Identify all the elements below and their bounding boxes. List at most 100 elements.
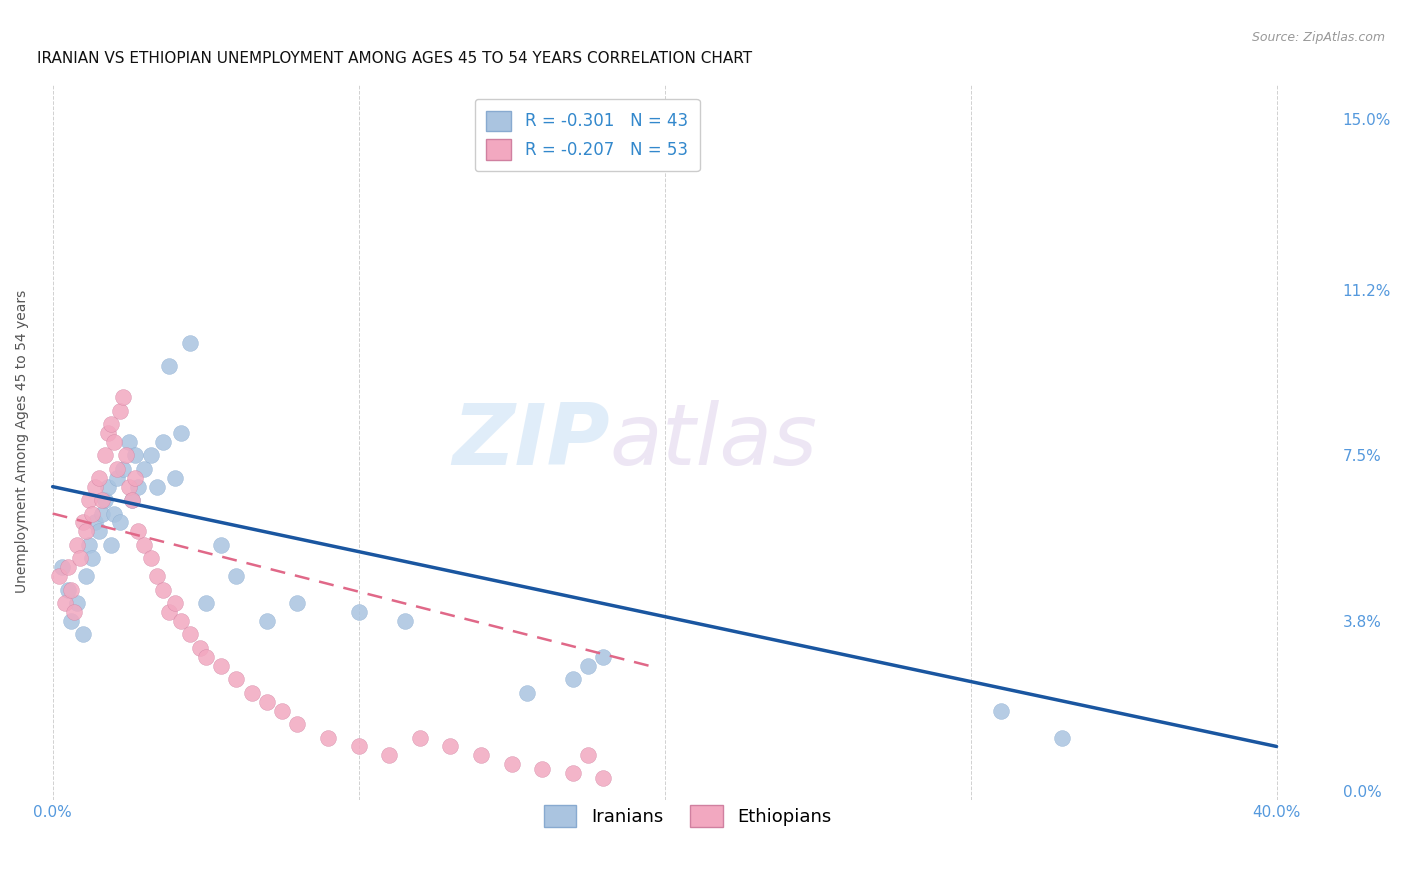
Point xyxy=(157,359,180,373)
Point xyxy=(170,425,193,440)
Point xyxy=(271,704,294,718)
Point xyxy=(256,614,278,628)
Point xyxy=(179,627,201,641)
Point xyxy=(118,434,141,449)
Point xyxy=(63,605,86,619)
Point xyxy=(66,538,89,552)
Point xyxy=(118,480,141,494)
Point xyxy=(439,739,461,754)
Point xyxy=(59,614,82,628)
Point xyxy=(287,596,309,610)
Point xyxy=(209,658,232,673)
Point xyxy=(592,771,614,785)
Point xyxy=(84,516,107,530)
Point xyxy=(56,560,79,574)
Point xyxy=(990,704,1012,718)
Text: atlas: atlas xyxy=(610,401,817,483)
Point xyxy=(170,614,193,628)
Point xyxy=(163,471,186,485)
Point xyxy=(1052,731,1074,745)
Point xyxy=(108,516,131,530)
Point xyxy=(378,748,401,763)
Point xyxy=(145,569,167,583)
Legend: Iranians, Ethiopians: Iranians, Ethiopians xyxy=(537,797,838,834)
Point xyxy=(163,596,186,610)
Point xyxy=(100,417,122,431)
Point xyxy=(56,582,79,597)
Point xyxy=(103,434,125,449)
Point xyxy=(51,560,73,574)
Point xyxy=(72,516,94,530)
Point xyxy=(79,538,101,552)
Point xyxy=(93,493,115,508)
Point xyxy=(115,448,138,462)
Point xyxy=(97,425,120,440)
Point xyxy=(592,649,614,664)
Point xyxy=(53,596,76,610)
Point xyxy=(531,762,554,776)
Point xyxy=(225,673,247,687)
Point xyxy=(111,461,134,475)
Point xyxy=(347,739,370,754)
Point xyxy=(124,448,146,462)
Point xyxy=(576,658,599,673)
Text: Source: ZipAtlas.com: Source: ZipAtlas.com xyxy=(1251,31,1385,45)
Point xyxy=(561,766,583,780)
Point xyxy=(516,686,538,700)
Point xyxy=(561,673,583,687)
Text: ZIP: ZIP xyxy=(451,401,610,483)
Point xyxy=(75,569,97,583)
Point xyxy=(90,507,112,521)
Point xyxy=(93,448,115,462)
Point xyxy=(209,538,232,552)
Point xyxy=(287,717,309,731)
Point xyxy=(188,640,211,655)
Point xyxy=(470,748,492,763)
Point xyxy=(501,757,523,772)
Point xyxy=(82,507,104,521)
Point xyxy=(79,493,101,508)
Point xyxy=(82,551,104,566)
Point xyxy=(127,524,149,539)
Y-axis label: Unemployment Among Ages 45 to 54 years: Unemployment Among Ages 45 to 54 years xyxy=(15,290,30,593)
Point xyxy=(139,448,162,462)
Point xyxy=(179,336,201,351)
Point xyxy=(59,582,82,597)
Point xyxy=(100,538,122,552)
Point xyxy=(105,471,128,485)
Point xyxy=(347,605,370,619)
Point xyxy=(394,614,416,628)
Point xyxy=(194,596,217,610)
Point xyxy=(87,524,110,539)
Point xyxy=(90,493,112,508)
Point xyxy=(409,731,432,745)
Point xyxy=(72,627,94,641)
Point xyxy=(316,731,339,745)
Point xyxy=(66,596,89,610)
Point xyxy=(152,434,174,449)
Point xyxy=(194,649,217,664)
Point xyxy=(157,605,180,619)
Point xyxy=(108,403,131,417)
Point xyxy=(576,748,599,763)
Point xyxy=(75,524,97,539)
Point xyxy=(152,582,174,597)
Point xyxy=(84,480,107,494)
Point xyxy=(134,461,156,475)
Point xyxy=(48,569,70,583)
Point xyxy=(103,507,125,521)
Point xyxy=(225,569,247,583)
Point xyxy=(69,551,91,566)
Point xyxy=(97,480,120,494)
Point xyxy=(256,695,278,709)
Text: IRANIAN VS ETHIOPIAN UNEMPLOYMENT AMONG AGES 45 TO 54 YEARS CORRELATION CHART: IRANIAN VS ETHIOPIAN UNEMPLOYMENT AMONG … xyxy=(38,51,752,66)
Point xyxy=(134,538,156,552)
Point xyxy=(145,480,167,494)
Point xyxy=(127,480,149,494)
Point xyxy=(121,493,143,508)
Point xyxy=(139,551,162,566)
Point xyxy=(121,493,143,508)
Point xyxy=(111,390,134,404)
Point xyxy=(87,471,110,485)
Point xyxy=(105,461,128,475)
